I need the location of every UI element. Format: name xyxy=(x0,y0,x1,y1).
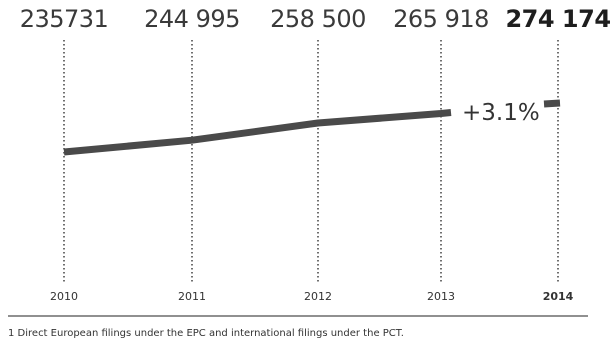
value-label-2012: 258 500 xyxy=(270,5,366,33)
series-line xyxy=(63,109,452,156)
footnote: 1 Direct European filings under the EPC … xyxy=(8,328,404,339)
value-label-2013: 265 918 xyxy=(393,5,489,33)
growth-annotation: +3.1% xyxy=(462,100,540,126)
value-label-2011: 244 995 xyxy=(144,5,240,33)
year-gridlines xyxy=(63,40,559,283)
year-label-2011: 2011 xyxy=(178,290,206,303)
growth-annotation-label: +3.1% xyxy=(462,100,540,126)
year-label-2012: 2012 xyxy=(304,290,332,303)
year-labels: 2010 2011 2012 2013 2014 xyxy=(50,290,574,303)
series-point-2014 xyxy=(543,99,561,108)
year-label-2010: 2010 xyxy=(50,290,78,303)
value-labels: 235731 244 995 258 500 265 918 274 174 xyxy=(20,5,611,33)
value-label-2014: 274 174 xyxy=(505,5,610,33)
filings-series xyxy=(63,99,561,156)
year-label-2013: 2013 xyxy=(427,290,455,303)
value-label-2010: 235731 xyxy=(20,5,109,33)
year-label-2014: 2014 xyxy=(543,290,574,303)
